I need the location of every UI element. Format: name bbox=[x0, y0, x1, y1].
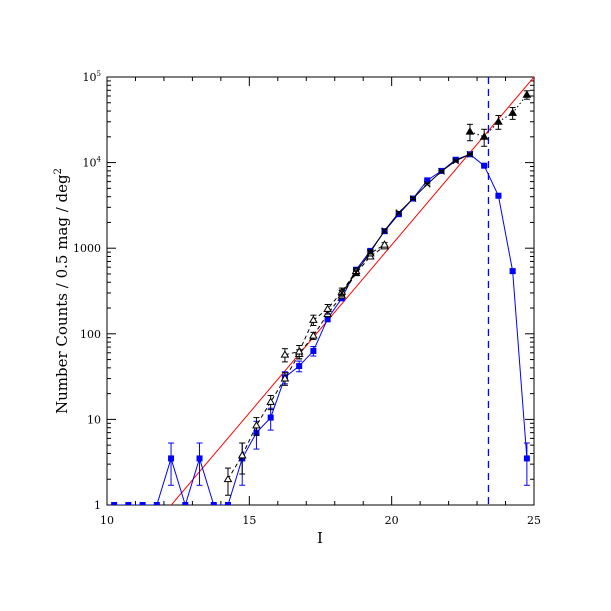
x-tick-label: 15 bbox=[242, 514, 256, 527]
series-2-point bbox=[309, 315, 318, 323]
series-3-point bbox=[452, 157, 460, 165]
power-law-fit-line bbox=[170, 77, 534, 505]
y-tick-label: 100 bbox=[80, 328, 101, 341]
series-4-point bbox=[522, 90, 532, 98]
series-3-line bbox=[341, 153, 471, 294]
series-2-point bbox=[280, 350, 290, 358]
x-tick-label: 20 bbox=[385, 514, 399, 527]
plot-frame bbox=[106, 76, 535, 506]
y-tick-label-exponent: 4 bbox=[97, 156, 102, 164]
x-axis-title: I bbox=[317, 529, 323, 547]
y-tick-label-exponent: 5 bbox=[97, 70, 101, 78]
series-3-point bbox=[366, 248, 374, 256]
series-0-point bbox=[324, 315, 331, 322]
series-0-point bbox=[267, 414, 274, 421]
y-tick-label: 105 bbox=[83, 70, 101, 84]
series-0-point bbox=[125, 502, 132, 505]
series-0-point bbox=[523, 455, 530, 462]
series-1-point bbox=[223, 474, 233, 483]
series-1-point bbox=[237, 450, 247, 459]
series-0-point bbox=[139, 502, 146, 505]
series-0-point bbox=[210, 502, 217, 505]
series-4-point bbox=[479, 132, 489, 140]
series-3-point bbox=[423, 180, 431, 188]
series-0-point bbox=[182, 502, 189, 505]
y-tick-label-base: 100 bbox=[80, 328, 101, 341]
series-2-point bbox=[323, 304, 332, 312]
y-tick-label: 1 bbox=[94, 499, 101, 512]
series-0-point bbox=[495, 192, 502, 199]
y-axis-title-main: Number Counts / 0.5 mag / deg bbox=[53, 174, 71, 414]
series-0-point bbox=[111, 502, 118, 505]
series-2-point bbox=[294, 347, 304, 355]
y-tick-label: 10 bbox=[87, 413, 101, 426]
series-4-point bbox=[465, 127, 475, 135]
series-0-point bbox=[296, 363, 303, 370]
series-2-point bbox=[380, 240, 389, 248]
y-tick-label-base: 1000 bbox=[73, 242, 101, 255]
y-axis-title: Number Counts / 0.5 mag / deg2 bbox=[53, 168, 71, 414]
series-1-point bbox=[309, 331, 318, 339]
series-1-point bbox=[280, 374, 290, 382]
series-3-point bbox=[338, 289, 346, 297]
series-0-point bbox=[481, 162, 488, 169]
series-0-point bbox=[509, 268, 516, 275]
series-0-point bbox=[224, 502, 231, 505]
series-3-point bbox=[466, 150, 474, 158]
series-3-point bbox=[395, 209, 403, 217]
y-axis-title-exponent: 2 bbox=[53, 168, 64, 174]
y-tick-label-base: 10 bbox=[83, 71, 97, 84]
series-4-line bbox=[469, 94, 528, 138]
y-tick-label-base: 1 bbox=[94, 499, 101, 512]
series-3-point bbox=[438, 167, 445, 175]
y-tick-label: 104 bbox=[83, 156, 102, 170]
series-4-point bbox=[494, 117, 503, 125]
y-tick-label-base: 10 bbox=[87, 413, 101, 426]
series-3-point bbox=[381, 227, 388, 235]
series-3-point bbox=[352, 269, 360, 276]
series-0-point bbox=[424, 177, 431, 184]
x-tick-label: 10 bbox=[100, 514, 114, 527]
plot-frame-layer bbox=[106, 76, 535, 506]
y-axis-title-group: Number Counts / 0.5 mag / deg2 bbox=[53, 168, 71, 414]
y-tick-label-base: 10 bbox=[83, 157, 97, 170]
series-0-point bbox=[196, 455, 203, 462]
series-3-point bbox=[409, 195, 417, 202]
y-tick-label: 1000 bbox=[73, 242, 101, 255]
series-4-point bbox=[508, 108, 518, 116]
series-0-point bbox=[310, 347, 317, 354]
series-2-line bbox=[284, 244, 385, 356]
x-tick-label: 25 bbox=[527, 514, 541, 527]
series-1-point bbox=[252, 420, 261, 429]
series-0-point bbox=[168, 455, 175, 462]
series-0-point bbox=[153, 502, 160, 505]
series-1-point bbox=[266, 397, 276, 405]
data-layer bbox=[111, 77, 534, 505]
